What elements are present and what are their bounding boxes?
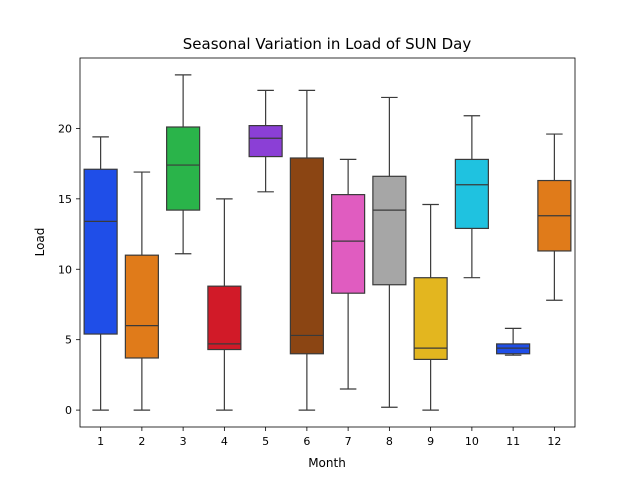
box-month-10 xyxy=(454,115,489,279)
box-month-4 xyxy=(207,198,242,411)
x-tick-label: 4 xyxy=(221,435,228,448)
x-tick-label: 3 xyxy=(180,435,187,448)
x-tick-label: 6 xyxy=(303,435,310,448)
box-month-2 xyxy=(124,171,159,411)
box-month-9 xyxy=(413,203,448,411)
x-tick-label: 9 xyxy=(427,435,434,448)
y-tick-label: 0 xyxy=(65,404,72,417)
box-month-8 xyxy=(372,96,407,408)
x-tick-label: 12 xyxy=(547,435,561,448)
box-iqr xyxy=(413,277,448,360)
box-month-7 xyxy=(331,158,366,390)
box-month-6 xyxy=(289,89,324,411)
plot-area xyxy=(79,57,576,428)
box-iqr xyxy=(289,157,324,355)
box-month-12 xyxy=(537,133,572,301)
box-iqr xyxy=(454,158,489,230)
x-tick-label: 8 xyxy=(386,435,393,448)
x-tick-label: 1 xyxy=(97,435,104,448)
x-tick-label: 7 xyxy=(345,435,352,448)
y-tick-label: 20 xyxy=(58,122,72,135)
box-series xyxy=(83,74,572,411)
box-month-5 xyxy=(248,89,283,193)
box-iqr xyxy=(83,168,118,335)
x-tick-label: 2 xyxy=(138,435,145,448)
x-tick-label: 11 xyxy=(506,435,520,448)
x-tick-label: 10 xyxy=(465,435,479,448)
y-tick-label: 15 xyxy=(58,193,72,206)
x-tick-label: 5 xyxy=(262,435,269,448)
box-iqr xyxy=(496,343,531,355)
box-iqr xyxy=(166,126,201,211)
x-axis-ticks: 1 2 3 4 5 6 7 8 9 10 11 12 xyxy=(97,427,561,448)
box-month-1 xyxy=(83,136,118,411)
x-axis-label: Month xyxy=(308,456,346,470)
box-iqr xyxy=(331,194,366,294)
chart-title: Seasonal Variation in Load of SUN Day xyxy=(183,35,472,53)
box-month-3 xyxy=(166,74,201,255)
box-iqr xyxy=(124,254,159,359)
y-axis-label: Load xyxy=(33,228,47,257)
box-iqr xyxy=(372,175,407,286)
box-iqr xyxy=(207,285,242,351)
y-axis-ticks: 0 5 10 15 20 xyxy=(58,122,80,417)
box-month-11 xyxy=(496,327,531,356)
box-iqr xyxy=(248,125,283,158)
y-tick-label: 5 xyxy=(65,334,72,347)
y-tick-label: 10 xyxy=(58,263,72,276)
